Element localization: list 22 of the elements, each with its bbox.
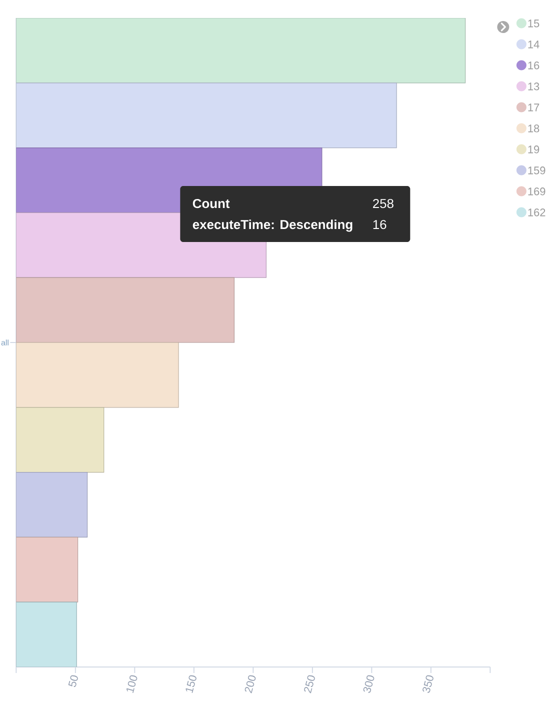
legend-label: 13 (528, 82, 540, 90)
x-tick-label: 300 (363, 675, 374, 693)
annotation: 258 (372, 198, 394, 208)
legend-label: 14 (528, 40, 540, 48)
bar (16, 277, 234, 343)
x-tick-label: 100 (126, 675, 138, 693)
legend-label: 159 (528, 166, 546, 174)
legend-label: 16 (528, 62, 540, 70)
x-tick-label: 250 (304, 675, 315, 694)
legend-label: 18 (528, 124, 540, 132)
legend-label: 162 (528, 208, 546, 216)
legend-label: 169 (528, 188, 546, 196)
annotation: Count (192, 198, 230, 208)
legend-label: 17 (528, 104, 540, 112)
x-tick-label: 350 (422, 675, 434, 693)
legend-label: 19 (528, 146, 540, 154)
x-tick-label: 150 (186, 675, 196, 693)
x-tick-label: 50 (68, 675, 78, 688)
annotation: 16 (373, 220, 386, 230)
annotation: executeTime: Descending (192, 220, 352, 232)
legend-label: 15 (528, 20, 540, 28)
x-tick-label: 200 (244, 675, 256, 694)
